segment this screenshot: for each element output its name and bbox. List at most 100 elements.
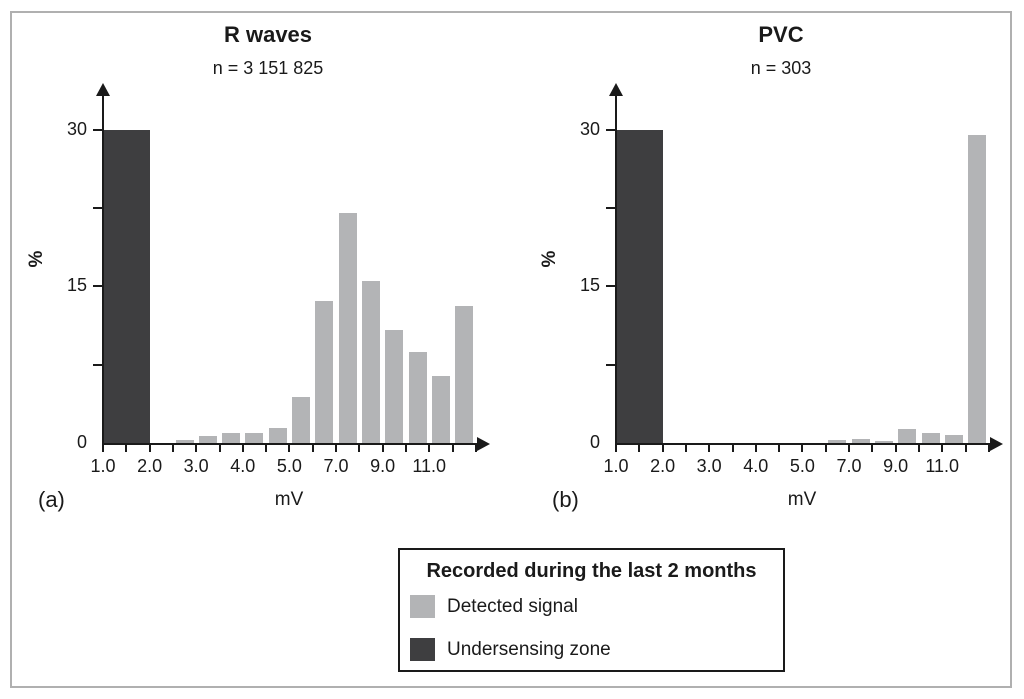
x-tick-label: 4.0 [743,456,769,476]
x-tick-label: 2.0 [650,456,676,476]
histogram-bar [828,439,847,443]
x-tick [708,445,711,452]
histogram-bar [898,429,917,443]
y-tick [93,363,102,366]
x-tick [615,445,617,452]
x-tick-label: 9.0 [883,456,909,476]
histogram-bar [851,439,870,443]
y-tick-label: 0 [76,432,87,452]
x-axis [615,443,992,445]
y-axis-arrow-icon [96,83,110,96]
x-tick [871,445,874,452]
x-tick [125,445,128,452]
x-tick-label: 9.0 [370,456,396,476]
legend-item-label: Detected signal [447,596,578,617]
histogram-bar [455,306,474,443]
x-tick [848,445,850,452]
x-tick-label: 7.0 [323,456,349,476]
chart-title: R waves [223,22,313,47]
x-tick-label: 5.0 [276,456,302,476]
x-tick [451,445,454,452]
histogram-bar [198,435,217,443]
x-tick-label: 3.0 [183,456,209,476]
histogram-bar [245,432,264,443]
y-tick-label: 0 [589,432,600,452]
chart-subtitle: n = 303 [750,58,812,78]
x-tick [335,445,337,452]
legend-item-detected-signal: Detected signal [410,595,578,618]
histogram-bar [361,281,380,443]
x-tick [638,445,641,452]
y-tick [606,285,615,288]
x-tick [987,445,990,452]
x-tick [265,445,268,452]
histogram-bar [431,376,450,443]
x-tick-label: 2.0 [137,456,163,476]
x-tick [661,445,664,452]
histogram-bar [874,440,893,443]
legend-box: Recorded during the last 2 months Detect… [398,548,785,672]
x-tick-label: 5.0 [789,456,815,476]
x-tick-label: 7.0 [836,456,862,476]
x-axis [102,443,479,445]
x-axis-arrow-icon [990,437,1003,451]
histogram-bar [338,213,357,443]
x-tick-label: 1.0 [603,456,629,476]
undersensing-zone-swatch [410,638,435,661]
histogram-bar [385,330,404,443]
y-tick-label: 15 [579,275,600,296]
legend-title: Recorded during the last 2 months [426,560,757,582]
x-tick [731,445,734,452]
figure-frame [10,11,1012,688]
histogram-bar [968,134,987,443]
x-tick [684,445,687,452]
x-tick [754,445,757,452]
x-tick [778,445,781,452]
x-tick-label: 11.0 [412,456,447,476]
y-tick [606,128,615,131]
x-tick [474,445,477,452]
x-tick [801,445,804,452]
histogram-bar [408,352,427,443]
x-tick [171,445,174,452]
legend-item-label: Undersensing zone [447,639,611,660]
x-axis-arrow-icon [477,437,490,451]
x-tick [941,445,944,452]
y-axis-title: % [539,250,560,268]
detected-signal-swatch [410,595,435,618]
y-tick [93,285,102,288]
x-tick [218,445,221,452]
x-tick [195,445,198,452]
x-tick [358,445,361,452]
histogram-bar [292,397,311,443]
chart-title: PVC [758,22,804,47]
panel-label: (b) [552,487,579,512]
legend-item-undersensing-zone: Undersensing zone [410,638,611,661]
x-tick [917,445,920,452]
x-tick-label: 1.0 [90,456,116,476]
x-tick [824,445,827,452]
x-tick [311,445,314,452]
x-tick [964,445,967,452]
x-tick [102,445,104,452]
histogram-bar [921,432,940,443]
y-tick-label: 30 [66,118,87,139]
x-tick-label: 11.0 [925,456,960,476]
y-tick [93,206,102,209]
y-axis [615,95,617,445]
y-axis-arrow-icon [609,83,623,96]
histogram-bar [268,428,287,443]
y-axis [102,95,104,445]
histogram-bar [222,432,241,443]
y-tick-label: 15 [66,275,87,296]
y-tick-label: 30 [579,118,600,139]
x-tick [381,445,384,452]
x-tick-label: 4.0 [230,456,256,476]
x-tick [404,445,407,452]
y-tick [606,363,615,366]
histogram-bar [315,300,334,443]
histogram-bar [175,440,194,443]
